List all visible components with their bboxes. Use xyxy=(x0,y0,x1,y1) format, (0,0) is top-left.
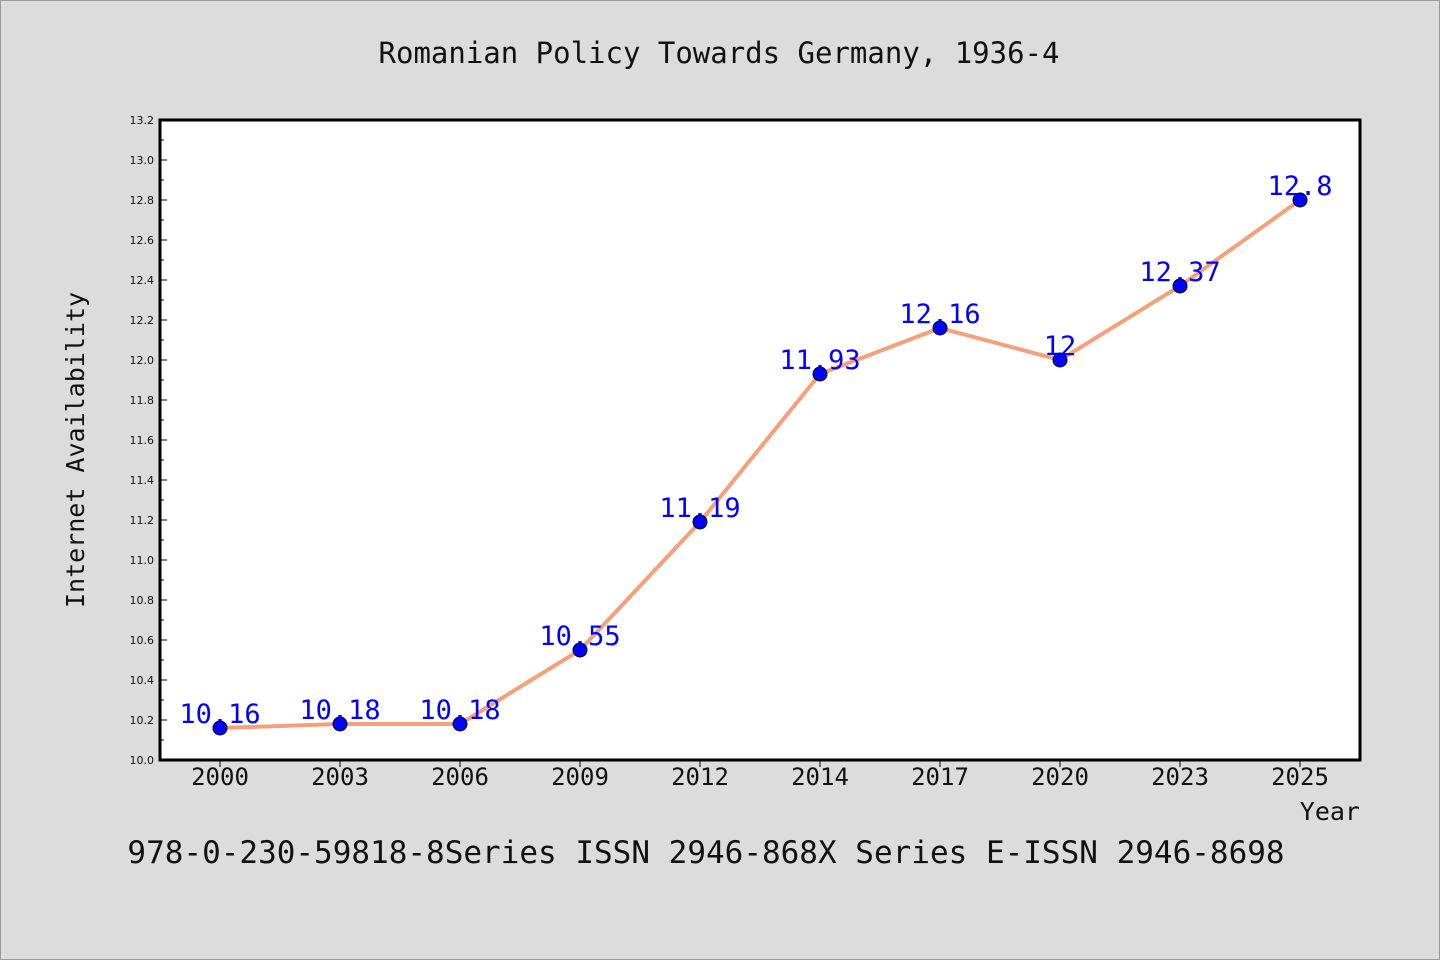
y-tick-label: 10.2 xyxy=(130,714,155,727)
data-point xyxy=(452,716,468,732)
y-tick-label: 11.0 xyxy=(130,554,155,567)
y-tick-label: 10.0 xyxy=(130,754,155,767)
x-tick-label: 2003 xyxy=(311,763,369,791)
x-tick-label: 2023 xyxy=(1151,763,1209,791)
footer-isbn-text: 978-0-230-59818-8Series ISSN 2946-868X S… xyxy=(127,835,1284,871)
y-tick-label: 10.4 xyxy=(130,674,155,687)
data-point xyxy=(1052,352,1068,368)
plot-area xyxy=(158,118,1362,762)
y-tick-label: 10.6 xyxy=(130,634,155,647)
y-tick-label: 13.0 xyxy=(130,154,155,167)
x-tick-label: 2025 xyxy=(1271,763,1329,791)
y-tick-label: 11.2 xyxy=(130,514,155,527)
data-point xyxy=(212,720,228,736)
x-tick-label: 2009 xyxy=(551,763,609,791)
data-label: 10.18 xyxy=(419,695,500,726)
y-tick-label: 11.4 xyxy=(130,474,155,487)
series-group: 10.16 10.18 10.18 10.55 11.19 11.93 12.16 12 12.… xyxy=(179,171,1333,736)
x-axis: 2000 2003 2006 2009 2012 2014 2017 2020 2023 2025 xyxy=(191,760,1329,791)
series-line xyxy=(219,198,1302,730)
y-tick-label: 12.8 xyxy=(130,194,155,207)
x-tick-label: 2012 xyxy=(671,763,729,791)
y-axis: 10.0 10.2 10.4 10.6 10.8 11.0 11.2 11.4 11.6 11.8… xyxy=(130,114,167,767)
y-tick-label: 12.0 xyxy=(130,354,155,367)
data-label: 11.93 xyxy=(779,345,860,376)
y-axis-label: Internet Availability xyxy=(61,292,90,608)
y-tick-label: 12.2 xyxy=(130,314,155,327)
x-axis-label: Year xyxy=(1300,797,1360,826)
x-tick-label: 2020 xyxy=(1031,763,1089,791)
x-tick-label: 2014 xyxy=(791,763,849,791)
data-label: 12.37 xyxy=(1139,257,1220,288)
data-label: 11.19 xyxy=(659,493,740,524)
y-tick-label: 11.8 xyxy=(130,394,155,407)
x-tick-label: 2000 xyxy=(191,763,249,791)
data-point xyxy=(1292,192,1308,208)
data-point xyxy=(572,642,588,658)
chart-title: Romanian Policy Towards Germany, 1936-4 xyxy=(379,36,1060,70)
x-tick-label: 2006 xyxy=(431,763,489,791)
data-point xyxy=(332,716,348,732)
y-tick-label: 11.6 xyxy=(130,434,155,447)
x-tick-label: 2017 xyxy=(911,763,969,791)
y-tick-label: 10.8 xyxy=(130,594,155,607)
data-point xyxy=(812,366,828,382)
y-tick-label: 12.4 xyxy=(130,274,155,287)
data-point xyxy=(932,320,948,336)
y-tick-label: 13.2 xyxy=(130,114,155,127)
data-label: 10.55 xyxy=(539,621,620,652)
data-point xyxy=(692,514,708,530)
data-label: 10.18 xyxy=(299,695,380,726)
data-label: 10.16 xyxy=(179,699,260,730)
data-label: 12 xyxy=(1044,331,1077,362)
data-point xyxy=(1172,278,1188,294)
y-tick-label: 12.6 xyxy=(130,234,155,247)
data-label: 12.16 xyxy=(899,299,980,330)
data-label: 12.8 xyxy=(1267,171,1332,202)
